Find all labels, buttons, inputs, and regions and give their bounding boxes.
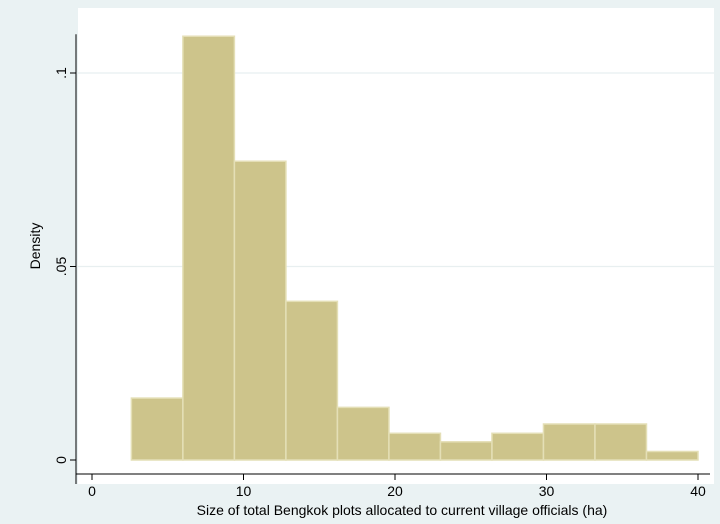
y-tick-label: 0 — [53, 456, 69, 464]
histogram-bar — [439, 441, 493, 461]
x-tick-label: 20 — [387, 483, 403, 499]
y-tick-label: .05 — [53, 257, 69, 277]
histogram-bar — [130, 397, 184, 461]
axes — [75, 34, 710, 484]
y-axis-title: Density — [27, 223, 43, 270]
y-tick-label: .1 — [53, 67, 69, 79]
histogram-bar — [491, 432, 545, 461]
histogram-bars — [130, 35, 699, 461]
x-tick-label: 30 — [539, 483, 555, 499]
histogram-bar — [645, 450, 699, 461]
histogram-bar — [285, 300, 339, 461]
x-tick-label: 10 — [236, 483, 252, 499]
histogram-bar — [233, 160, 287, 461]
x-tick-label: 40 — [690, 483, 706, 499]
histogram-bar — [542, 423, 596, 461]
tick-labels: 0 10 20 30 40 0 .05 .1 — [53, 67, 706, 499]
histogram-bar — [388, 432, 442, 461]
x-axis-title: Size of total Bengkok plots allocated to… — [197, 502, 608, 518]
histogram-bar — [594, 423, 648, 461]
x-tick-label: 0 — [88, 483, 96, 499]
histogram-bar — [336, 406, 390, 461]
histogram-bar — [182, 35, 236, 461]
